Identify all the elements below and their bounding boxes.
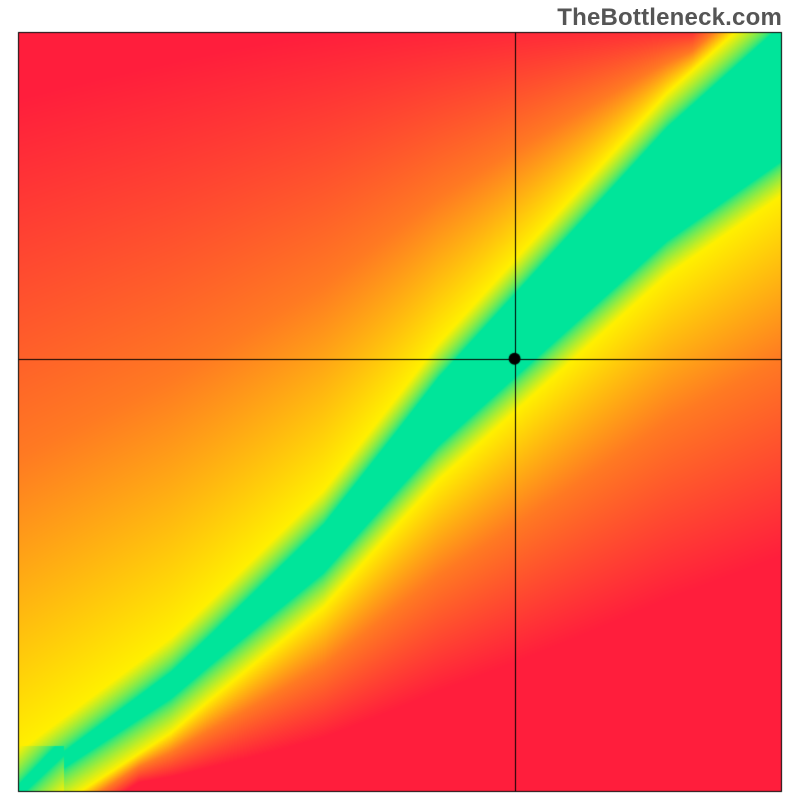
attribution-label: TheBottleneck.com (557, 4, 782, 32)
bottleneck-heatmap (0, 0, 800, 800)
